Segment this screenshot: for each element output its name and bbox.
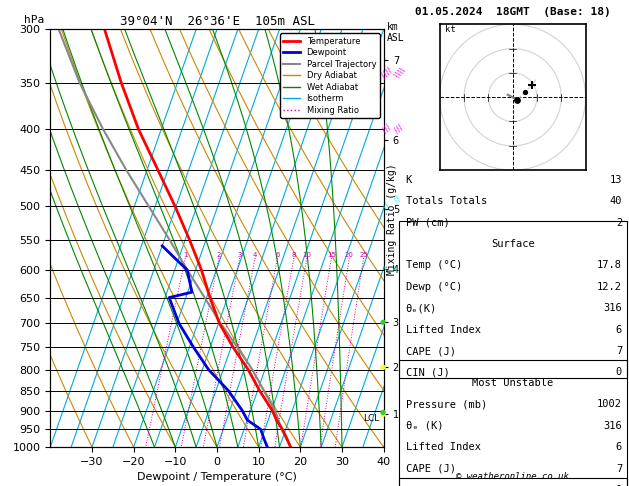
Text: LCL: LCL bbox=[364, 414, 379, 423]
Text: ///: /// bbox=[393, 123, 406, 135]
Text: © weatheronline.co.uk: © weatheronline.co.uk bbox=[456, 472, 569, 481]
Text: 7: 7 bbox=[616, 346, 622, 356]
Text: 0: 0 bbox=[616, 367, 622, 378]
Text: //: // bbox=[382, 201, 392, 212]
Text: 15: 15 bbox=[327, 252, 336, 258]
Text: 4: 4 bbox=[253, 252, 257, 258]
Text: Lifted Index: Lifted Index bbox=[406, 325, 481, 335]
Text: K: K bbox=[406, 175, 412, 185]
Text: 01.05.2024  18GMT  (Base: 18): 01.05.2024 18GMT (Base: 18) bbox=[415, 7, 611, 17]
Bar bbox=[399, 221, 626, 378]
Text: θₑ (K): θₑ (K) bbox=[406, 421, 443, 431]
Bar bbox=[399, 478, 626, 486]
Text: 2: 2 bbox=[616, 218, 622, 228]
Text: 7: 7 bbox=[616, 464, 622, 474]
Text: CIN (J): CIN (J) bbox=[406, 367, 449, 378]
Text: PW (cm): PW (cm) bbox=[406, 218, 449, 228]
Text: //: // bbox=[393, 194, 404, 205]
Text: CAPE (J): CAPE (J) bbox=[406, 346, 455, 356]
Text: Temp (°C): Temp (°C) bbox=[406, 260, 462, 271]
Bar bbox=[399, 360, 626, 486]
Text: ●: ● bbox=[379, 319, 386, 325]
Text: 3: 3 bbox=[238, 252, 242, 258]
Text: /: / bbox=[393, 265, 401, 274]
Text: 12.2: 12.2 bbox=[597, 282, 622, 292]
Text: 6: 6 bbox=[275, 252, 280, 258]
Text: km
ASL: km ASL bbox=[387, 22, 404, 43]
Text: hPa: hPa bbox=[24, 15, 44, 25]
Title: 39°04'N  26°36'E  105m ASL: 39°04'N 26°36'E 105m ASL bbox=[120, 15, 314, 28]
Text: 2: 2 bbox=[217, 252, 221, 258]
Legend: Temperature, Dewpoint, Parcel Trajectory, Dry Adiabat, Wet Adiabat, Isotherm, Mi: Temperature, Dewpoint, Parcel Trajectory… bbox=[280, 34, 379, 118]
Text: 6: 6 bbox=[616, 442, 622, 452]
Text: /: / bbox=[382, 265, 391, 274]
Text: ////: //// bbox=[379, 65, 394, 80]
Text: 25: 25 bbox=[359, 252, 368, 258]
Text: CAPE (J): CAPE (J) bbox=[406, 464, 455, 474]
Text: 316: 316 bbox=[603, 303, 622, 313]
Text: Dewp (°C): Dewp (°C) bbox=[406, 282, 462, 292]
Text: ●: ● bbox=[379, 409, 386, 415]
Text: θₑ(K): θₑ(K) bbox=[406, 303, 437, 313]
Text: \\\\: \\\\ bbox=[393, 65, 408, 80]
X-axis label: Dewpoint / Temperature (°C): Dewpoint / Temperature (°C) bbox=[137, 472, 297, 483]
Text: 6: 6 bbox=[616, 325, 622, 335]
Text: ///: /// bbox=[381, 123, 393, 135]
Text: 13: 13 bbox=[610, 175, 622, 185]
Text: 40: 40 bbox=[610, 196, 622, 207]
Text: Most Unstable: Most Unstable bbox=[472, 378, 554, 388]
Text: ●: ● bbox=[379, 364, 386, 370]
Text: Pressure (mb): Pressure (mb) bbox=[406, 399, 487, 410]
Text: CIN (J): CIN (J) bbox=[406, 485, 449, 486]
Text: 10: 10 bbox=[303, 252, 311, 258]
Text: ●: ● bbox=[379, 411, 386, 417]
Text: 20: 20 bbox=[345, 252, 353, 258]
Text: 8: 8 bbox=[292, 252, 296, 258]
Text: 0: 0 bbox=[616, 485, 622, 486]
Text: 17.8: 17.8 bbox=[597, 260, 622, 271]
Text: 1: 1 bbox=[183, 252, 187, 258]
Text: Totals Totals: Totals Totals bbox=[406, 196, 487, 207]
Text: Surface: Surface bbox=[491, 239, 535, 249]
Text: 1002: 1002 bbox=[597, 399, 622, 410]
Text: 316: 316 bbox=[603, 421, 622, 431]
Text: Mixing Ratio (g/kg): Mixing Ratio (g/kg) bbox=[387, 163, 397, 275]
Text: Lifted Index: Lifted Index bbox=[406, 442, 481, 452]
